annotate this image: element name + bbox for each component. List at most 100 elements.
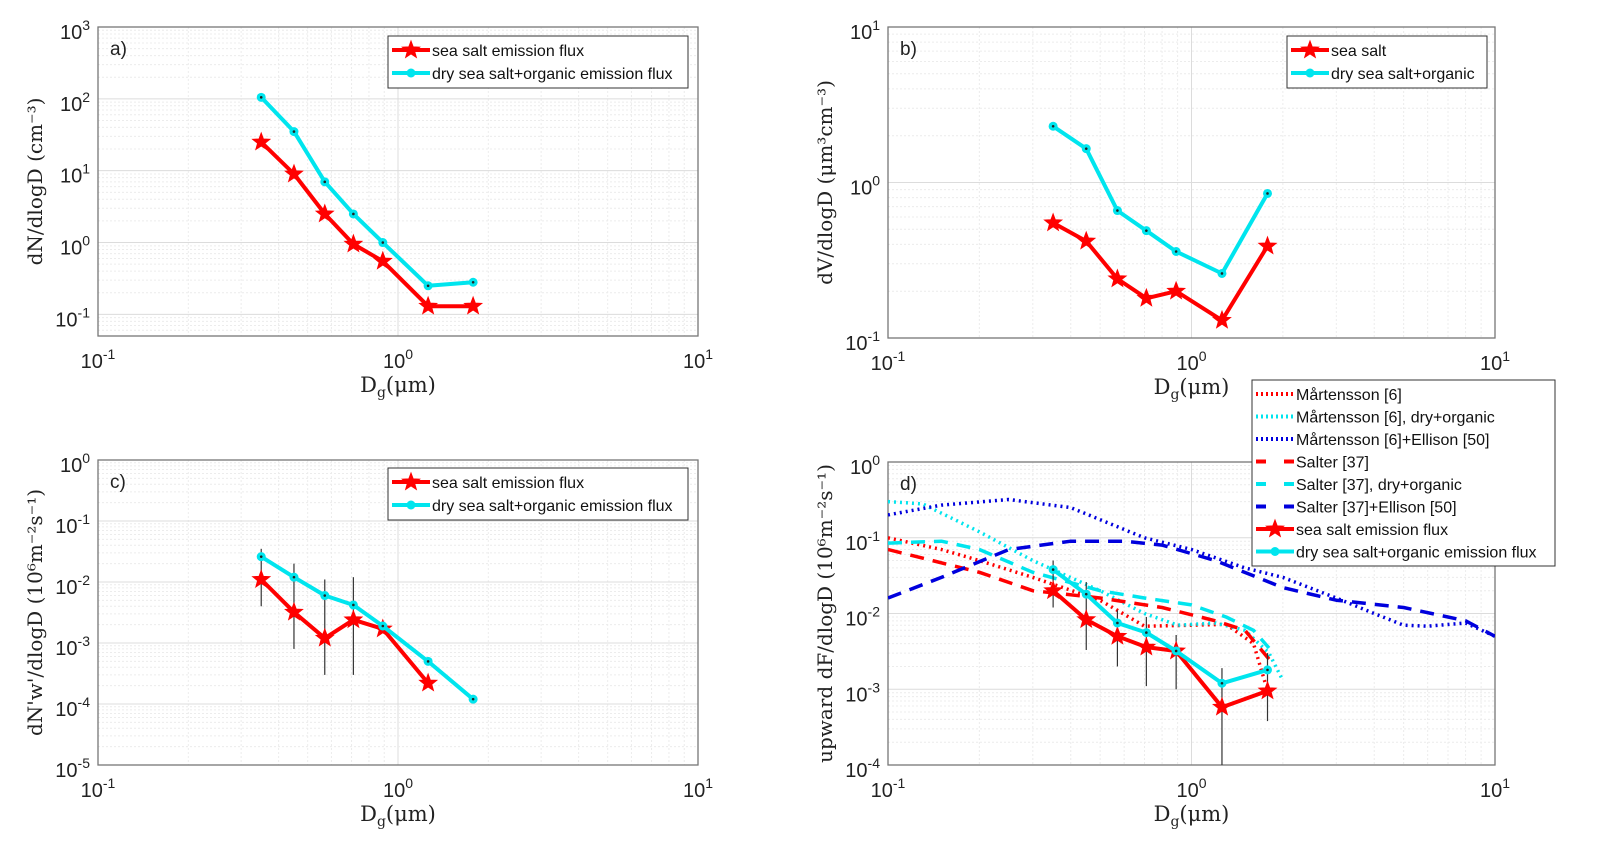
x-tick-exponent: 1 [1502,348,1510,364]
y-axis-label: dV/dlogD (μm³cm⁻³) [813,80,837,285]
y-tick-exponent: -5 [78,755,91,771]
x-label-main: D [360,802,377,826]
y-tick-exponent: 0 [82,233,90,249]
x-label-sub: g [1170,387,1179,403]
legend-marker [406,68,416,78]
series-m-rtensson-6- [888,536,1267,684]
data-point-center [381,241,385,244]
x-tick-exponent: -1 [893,348,906,364]
legend-box [387,467,689,521]
data-point-star [284,163,304,183]
x-tick-exponent: 0 [1199,775,1207,791]
y-tick-exponent: -1 [78,304,91,320]
x-label-rest: (μm) [386,373,436,397]
y-tick-exponent: -4 [868,755,881,771]
y-tick-label: 10-4 [55,694,90,721]
series-sea-salt-emission-flux [1043,560,1278,765]
x-tick-label: 101 [683,346,713,373]
y-tick-label: 10-4 [845,755,880,782]
series-sea-salt [1043,212,1278,329]
y-tick-exponent: 0 [872,452,880,468]
series-line [888,536,1267,684]
panel-a: 10-1 100 10110-1100101102103Dg(μm)dN/dlogD… [23,17,713,401]
legend-box [1251,379,1556,567]
y-tick-label: 10-2 [55,572,90,599]
y-tick-label: 100 [850,452,880,479]
data-point-center [1266,192,1269,195]
legend-label: dry sea salt+organic emission flux [432,66,673,83]
panel-label: d) [900,474,917,495]
x-tick-label: 10-1 [81,775,116,802]
legend-label: sea salt [1331,43,1387,60]
series-salter-37-ellison-50- [888,539,1495,638]
data-point-center [381,624,385,628]
series-dry-sea-salt-organic-emission-flux [256,552,478,704]
x-label-sub: g [1170,814,1179,830]
data-point-star [1257,235,1278,255]
y-tick-exponent: -1 [78,511,91,527]
legend: sea salt emission flux dry sea salt+organ… [387,467,689,521]
data-point-star [1257,680,1278,700]
data-point-center [1051,568,1055,571]
x-tick-label: 10-1 [81,346,116,373]
data-point-center [1174,649,1178,653]
legend: Mårtensson [6] Mårtensson [6], dry+organi… [1251,379,1556,567]
data-point-star [418,672,439,692]
x-tick-exponent: -1 [893,775,906,791]
data-point-star [463,295,484,315]
panel-label: c) [110,472,126,493]
legend-label: Salter [37]+Ellison [50] [1296,500,1457,517]
axes-box [887,26,1496,339]
legend-label: Mårtensson [6], dry+organic [1296,409,1495,427]
y-tick-label: 100 [60,233,90,260]
data-point-star [1136,287,1157,307]
x-tick-exponent: -1 [103,346,116,362]
x-axis-label: Dg(μm) [1154,375,1230,403]
x-tick-exponent: 1 [705,775,713,791]
data-point-center [426,284,430,288]
y-tick-label: 103 [60,17,90,44]
x-tick-exponent: 0 [1199,348,1207,364]
series-salter-37-dry-organic [888,539,1271,650]
y-tick-exponent: 0 [872,173,880,189]
data-point-star [1043,212,1064,232]
data-point-star [343,233,364,253]
legend-marker [1300,39,1320,59]
y-tick-exponent: -3 [868,679,881,695]
legend-marker [1270,547,1280,556]
legend-marker [1305,68,1315,78]
data-point-center [471,697,475,701]
y-tick-exponent: -3 [78,633,91,649]
series-line [888,539,1495,638]
data-point-center [471,280,475,284]
axes-box [97,459,699,766]
y-tick-label: 10-3 [845,679,880,706]
y-tick-label: 10-1 [845,328,880,355]
data-point-center [1266,668,1269,672]
panel-label: b) [900,39,917,60]
x-tick-exponent: 0 [405,346,413,362]
data-point-star [1136,636,1157,656]
legend-label: dry sea salt+organic emission flux [1296,545,1537,562]
x-axis-label: Dg(μm) [360,802,436,830]
data-point-center [323,180,327,184]
y-tick-exponent: -2 [868,604,881,620]
data-point-star [1212,309,1232,329]
x-label-rest: (μm) [386,802,436,826]
x-tick-label: 101 [1480,775,1510,802]
y-tick-label: 101 [60,161,90,188]
y-tick-label: 10-1 [55,511,90,538]
y-tick-exponent: 2 [82,89,90,105]
panel-c: 10-1 100 10110-510-410-310-210-1100Dg(μm)d… [23,450,713,830]
series-line [888,547,1271,661]
panel-label: a) [110,39,127,60]
legend-box [1286,35,1488,89]
data-point-center [323,594,327,597]
series-line [259,578,430,685]
y-tick-label: 10-1 [845,528,880,555]
y-tick-label: 100 [60,450,90,477]
series-m-rtensson-6-ellison-50- [888,497,1495,638]
y-tick-label: 10-5 [55,755,90,782]
